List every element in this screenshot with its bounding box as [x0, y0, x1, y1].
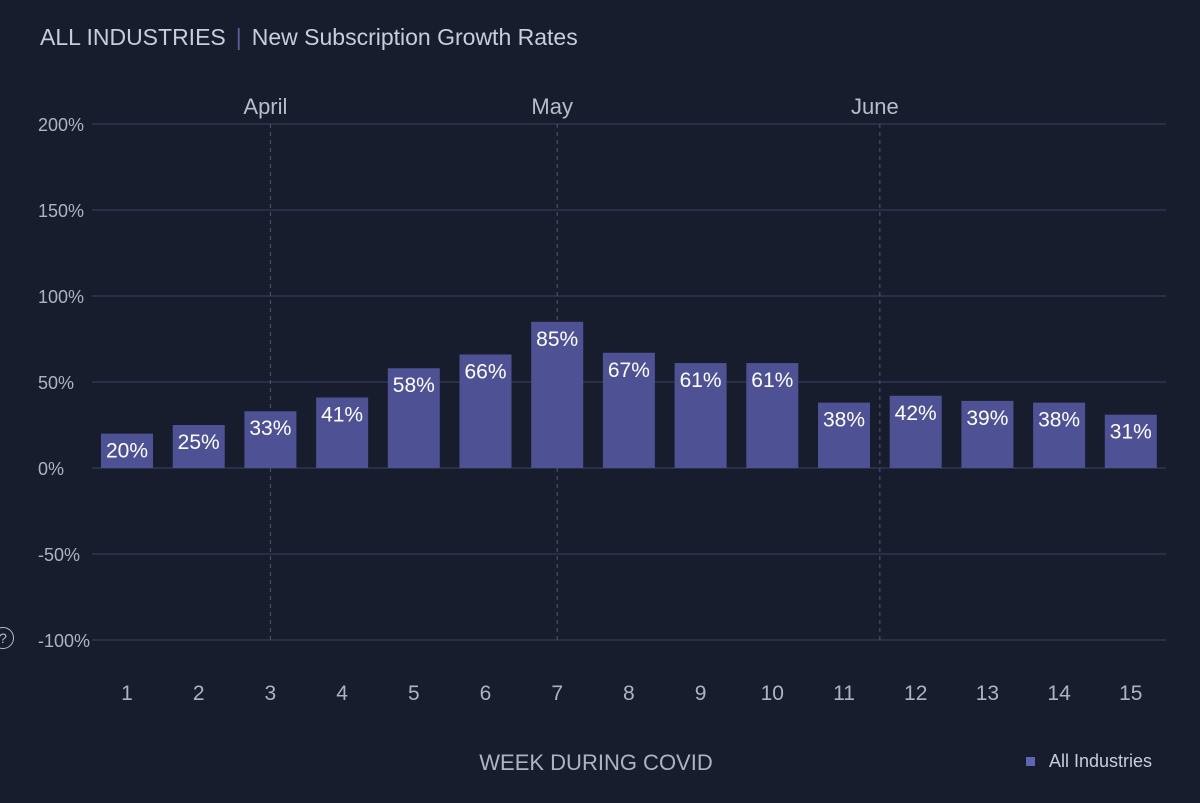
data-label: 61%: [680, 369, 722, 392]
data-label: 38%: [823, 409, 865, 432]
bar[interactable]: [101, 433, 153, 468]
x-tick-label: 6: [480, 682, 492, 705]
data-label: 25%: [178, 431, 220, 454]
bar[interactable]: [459, 354, 512, 468]
x-tick-label: 8: [623, 682, 635, 705]
bar[interactable]: [746, 363, 799, 468]
x-tick-label: 9: [695, 682, 707, 705]
x-tick-label: 14: [1047, 682, 1071, 705]
bar[interactable]: [818, 402, 870, 468]
legend-label: All Industries: [1048, 751, 1152, 771]
y-tick-label: -50%: [38, 545, 80, 565]
month-marker-label: June: [851, 94, 899, 119]
data-label: 33%: [249, 417, 291, 440]
bar[interactable]: [531, 321, 584, 468]
y-tick-label: 100%: [38, 287, 84, 307]
data-label: 67%: [608, 359, 650, 382]
x-tick-label: 11: [833, 682, 855, 705]
data-label: 38%: [1038, 409, 1080, 432]
bar[interactable]: [961, 400, 1014, 468]
title-separator: |: [235, 24, 242, 50]
x-tick-label: 12: [904, 682, 927, 705]
legend-swatch: [1025, 757, 1035, 766]
data-label: 42%: [895, 402, 937, 425]
data-label: 58%: [393, 374, 435, 397]
x-axis-title: WEEK DURING COVID: [479, 750, 712, 775]
x-tick-label: 5: [408, 682, 420, 705]
data-label: 85%: [536, 328, 578, 351]
y-tick-label: 200%: [38, 115, 84, 135]
chart-subtitle: New Subscription Growth Rates: [251, 24, 578, 50]
x-tick-label: 7: [551, 682, 563, 705]
x-tick-label: 15: [1119, 682, 1142, 705]
x-tick-label: 2: [193, 682, 205, 705]
data-label: 41%: [321, 403, 363, 426]
bar[interactable]: [172, 425, 225, 468]
y-tick-label: 150%: [38, 201, 84, 221]
x-tick-label: 1: [121, 682, 133, 705]
data-label: 39%: [966, 407, 1008, 430]
chart-title: ALL INDUSTRIES | New Subscription Growth R…: [40, 24, 578, 51]
x-tick-label: 3: [265, 682, 277, 705]
x-tick-label: 13: [976, 682, 999, 705]
data-label: 20%: [106, 440, 148, 463]
data-label: 61%: [751, 369, 793, 392]
bar[interactable]: [602, 352, 655, 468]
y-tick-label: 0%: [38, 459, 64, 479]
bar[interactable]: [674, 363, 727, 468]
bar[interactable]: [244, 411, 297, 468]
bar[interactable]: [316, 397, 369, 468]
legend[interactable]: All Industries: [1025, 751, 1152, 772]
month-marker-label: April: [243, 94, 287, 119]
x-tick-label: 4: [336, 682, 348, 705]
segment-label[interactable]: ALL INDUSTRIES: [40, 24, 226, 50]
y-tick-label: -100%: [38, 631, 90, 651]
month-marker-label: May: [531, 94, 573, 119]
bar[interactable]: [889, 395, 942, 468]
data-label: 31%: [1110, 421, 1152, 444]
bar[interactable]: [387, 368, 440, 468]
y-tick-label: 50%: [38, 373, 74, 393]
x-tick-label: 10: [761, 682, 784, 705]
bar[interactable]: [1104, 414, 1157, 468]
data-label: 66%: [464, 360, 506, 383]
bar[interactable]: [1033, 402, 1086, 468]
